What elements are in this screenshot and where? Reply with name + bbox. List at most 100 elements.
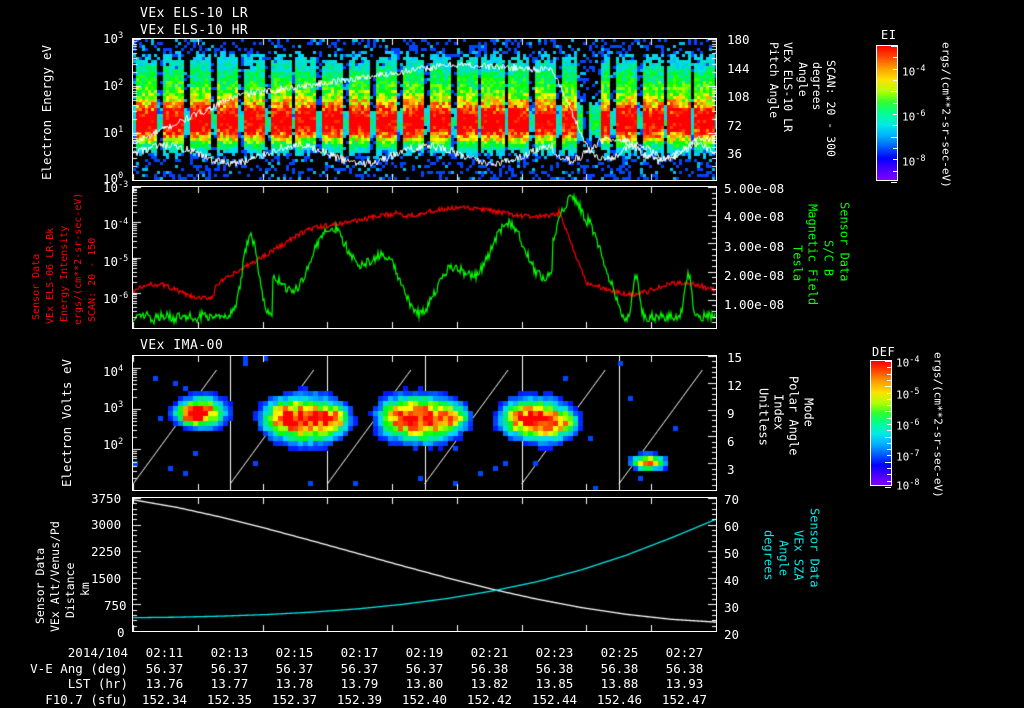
colorbar-tick — [887, 455, 891, 456]
panel3-colorbar-gradient — [871, 361, 891, 485]
table-cell-r1-c0: 13.76 — [145, 676, 184, 691]
colorbar-tick — [887, 393, 891, 394]
table-row-label-3: F10.7 (sfu) — [45, 692, 128, 707]
colorbar-tick — [893, 159, 897, 160]
panel4-plot[interactable] — [132, 497, 717, 632]
panel3-colorbar — [870, 360, 892, 488]
colorbar-tick — [887, 449, 891, 450]
panel1-cbtick-1: 10-6 — [902, 109, 926, 124]
panel1-right-label-4: degrees — [810, 62, 825, 111]
panel1-ytick2-144: 144 — [727, 61, 750, 76]
table-row-label-0: 2014/104 — [67, 645, 128, 660]
table-cell-r0-c1: 56.37 — [210, 661, 249, 676]
panel3-ytick2-0: 15 — [727, 350, 743, 365]
panel2-ytick2-2: 3.00e-08 — [724, 239, 785, 254]
panel2-left-label-3: Energy Intensity — [59, 225, 70, 322]
panel1-colorbar-gradient — [877, 46, 897, 180]
panel3-colorbar-unit: ergs/(cm**2-sr-sec-eV) — [931, 352, 945, 498]
panel2-ytick-3: 10-6 — [103, 291, 129, 307]
panel4-ytick-5: 0 — [117, 625, 125, 640]
panel2-right-label-1: Sensor Data — [837, 202, 852, 282]
panel3-right-label-1: Mode — [801, 398, 816, 427]
panel3-right-label-3: Index — [771, 394, 786, 431]
colorbar-tick — [887, 367, 891, 368]
panel3-cbtick-2: 10-6 — [896, 418, 920, 433]
table-time-7: 02:25 — [600, 645, 639, 660]
panel2-right-label-3: Magnetic Field — [805, 204, 820, 306]
panel1-title-line1: VEx ELS-10 LR — [140, 6, 249, 21]
panel1-title-line2: VEx ELS-10 HR — [140, 23, 249, 38]
table-row-label-2: LST (hr) — [67, 676, 128, 691]
colorbar-tick — [887, 430, 891, 431]
panel4-left-label-4: km — [78, 582, 92, 596]
panel3-plot[interactable] — [132, 355, 717, 491]
colorbar-tick — [887, 481, 891, 482]
panel1-left-axis-label-1: Electron Energy — [39, 67, 54, 180]
panel3-canvas — [133, 356, 716, 490]
table-cell-r1-c8: 13.93 — [665, 676, 704, 691]
panel4-ytick-0: 3750 — [91, 491, 122, 506]
panel3-ytick-2: 102 — [103, 437, 124, 453]
table-cell-r2-c4: 152.40 — [401, 692, 448, 707]
panel2-ytick-2: 10-5 — [103, 254, 129, 270]
table-cell-r0-c4: 56.37 — [405, 661, 444, 676]
panel4-right-label-4: degrees — [761, 530, 776, 581]
table-cell-r2-c5: 152.42 — [466, 692, 513, 707]
panel1-right-axis-title: Pitch Angle — [767, 42, 782, 182]
table-cell-r0-c2: 56.37 — [275, 661, 314, 676]
colorbar-tick — [887, 474, 891, 475]
panel4-ytick-3: 1500 — [91, 571, 122, 586]
panel1-colorbar — [876, 45, 898, 183]
panel1-right-label-5: SCAN: 20 - 300 — [824, 60, 839, 157]
panel1-right-axis-title2: VEx ELS-10 LR — [781, 42, 796, 182]
table-time-0: 02:11 — [145, 645, 184, 660]
panel1-canvas — [133, 39, 716, 180]
panel1-plot[interactable] — [132, 38, 717, 181]
panel1-right-axis-title4: degrees — [810, 62, 825, 182]
panel4-ytick2-2: 50 — [724, 546, 740, 561]
panel2-left-label-5: SCAN: 20 - 150 — [87, 237, 98, 322]
colorbar-tick — [887, 424, 891, 425]
panel2-left-label-1: Sensor Data — [31, 253, 42, 320]
panel3-cbtick-1: 10-5 — [896, 387, 920, 402]
panel1-ytick-2: 101 — [103, 125, 124, 141]
panel1-ytick-0: 103 — [103, 31, 124, 47]
panel4-left-label-2: VEx Alt/Venus/Pd — [48, 521, 62, 632]
panel2-ytick2-4: 1.00e-08 — [724, 297, 785, 312]
table-cell-r0-c8: 56.38 — [665, 661, 704, 676]
panel2-ytick-0: 10-3 — [103, 180, 129, 196]
table-time-8: 02:27 — [665, 645, 704, 660]
panel4-ytick2-0: 70 — [724, 492, 740, 507]
colorbar-tick — [891, 137, 897, 138]
panel3-left-label-2: eV — [59, 359, 74, 375]
panel1-cbtick-2: 10-8 — [902, 154, 926, 169]
colorbar-tick — [893, 148, 897, 149]
panel4-ytick-1: 3000 — [91, 517, 122, 532]
panel4-right-label-2: VEx SZA — [791, 530, 806, 581]
colorbar-tick — [885, 361, 891, 362]
table-cell-r2-c3: 152.39 — [336, 692, 383, 707]
panel1-ytick-1: 102 — [103, 78, 124, 94]
panel1-right-axis-title3: Angle — [796, 62, 810, 182]
table-cell-r2-c2: 152.37 — [271, 692, 318, 707]
table-cell-r0-c7: 56.38 — [600, 661, 639, 676]
panel1-left-axis-title: Electron Energy eV — [39, 45, 54, 180]
table-cell-r2-c0: 152.34 — [141, 692, 188, 707]
panel3-cbtick-3: 10-7 — [896, 449, 920, 464]
table-cell-r2-c7: 152.46 — [596, 692, 643, 707]
panel3-left-label-1: Electron Volts — [59, 381, 74, 487]
table-cell-r2-c8: 152.47 — [661, 692, 708, 707]
colorbar-tick — [885, 437, 891, 438]
table-cell-r1-c7: 13.88 — [600, 676, 639, 691]
panel4-ytick2-4: 30 — [724, 600, 740, 615]
panel2-plot[interactable] — [132, 186, 717, 329]
table-time-4: 02:19 — [405, 645, 444, 660]
colorbar-tick — [885, 386, 891, 387]
panel2-ytick2-1: 4.00e-08 — [724, 209, 785, 224]
panel1-right-label-2: VEx ELS-10 LR — [781, 42, 796, 133]
table-cell-r1-c1: 13.77 — [210, 676, 249, 691]
table-cell-r1-c5: 13.82 — [470, 676, 509, 691]
panel4-left-label-3: Distance — [63, 562, 77, 618]
panel1-ytick-3: 100 — [103, 171, 124, 187]
panel1-right-label-1: Pitch Angle — [767, 42, 782, 119]
